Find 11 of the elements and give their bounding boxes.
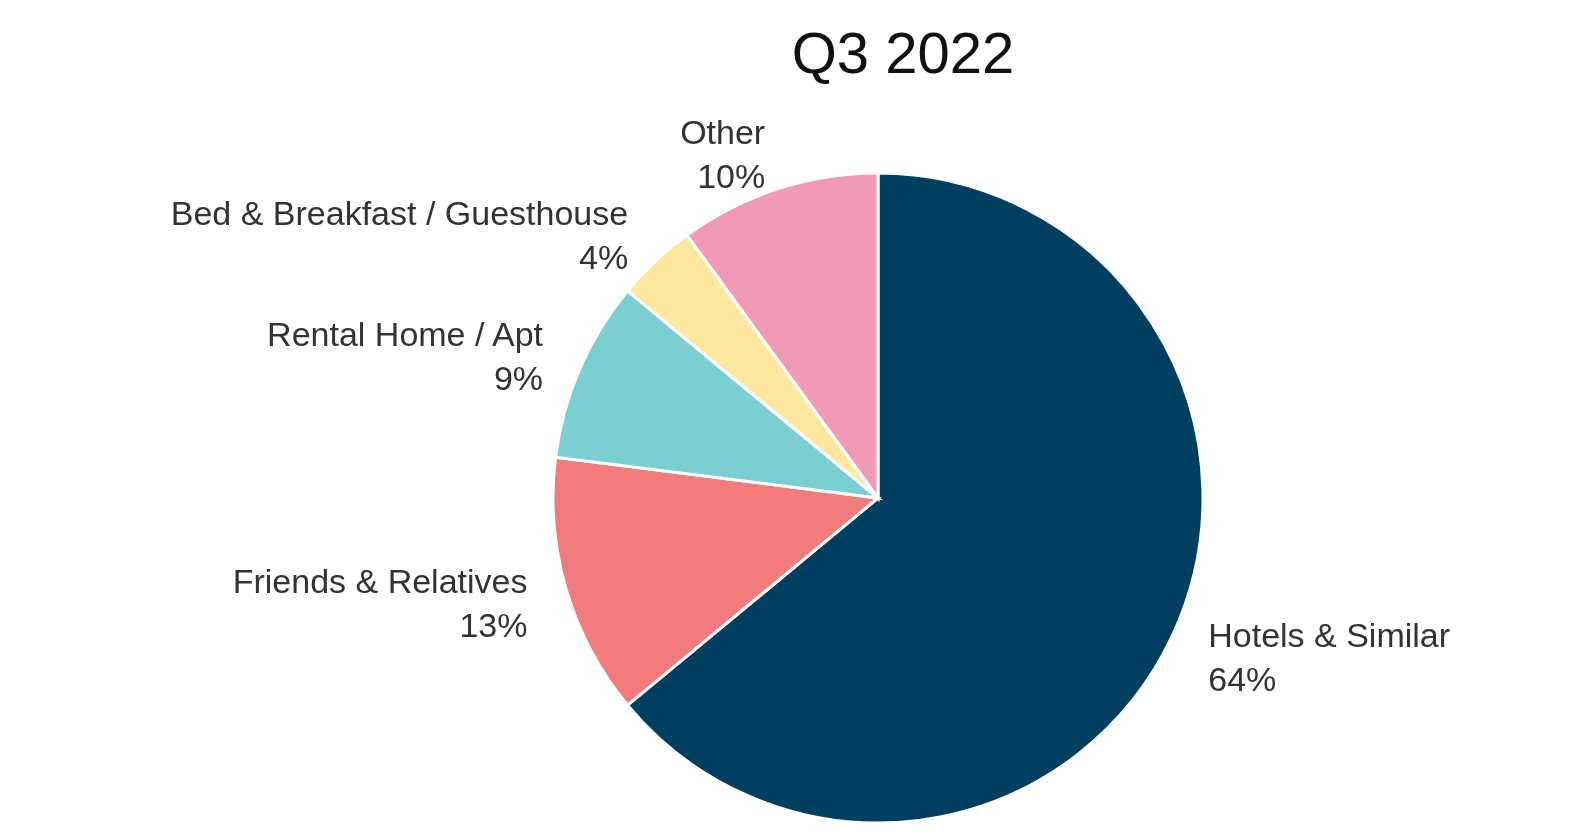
data-label: 9% (493, 359, 544, 398)
slice-label: Hotels & Similar (1208, 615, 1451, 654)
data-label: 64% (1208, 659, 1277, 698)
slice-label: Other (680, 113, 766, 152)
data-label: 4% (579, 238, 629, 277)
data-label: 13% (459, 606, 528, 645)
slice-label: Rental Home / Apt (267, 315, 544, 354)
chart-title: Q3 2022 (791, 20, 1015, 85)
data-label: 10% (697, 157, 766, 196)
slice-label: Friends & Relatives (232, 562, 528, 601)
slice-label: Bed & Breakfast / Guesthouse (170, 194, 629, 233)
